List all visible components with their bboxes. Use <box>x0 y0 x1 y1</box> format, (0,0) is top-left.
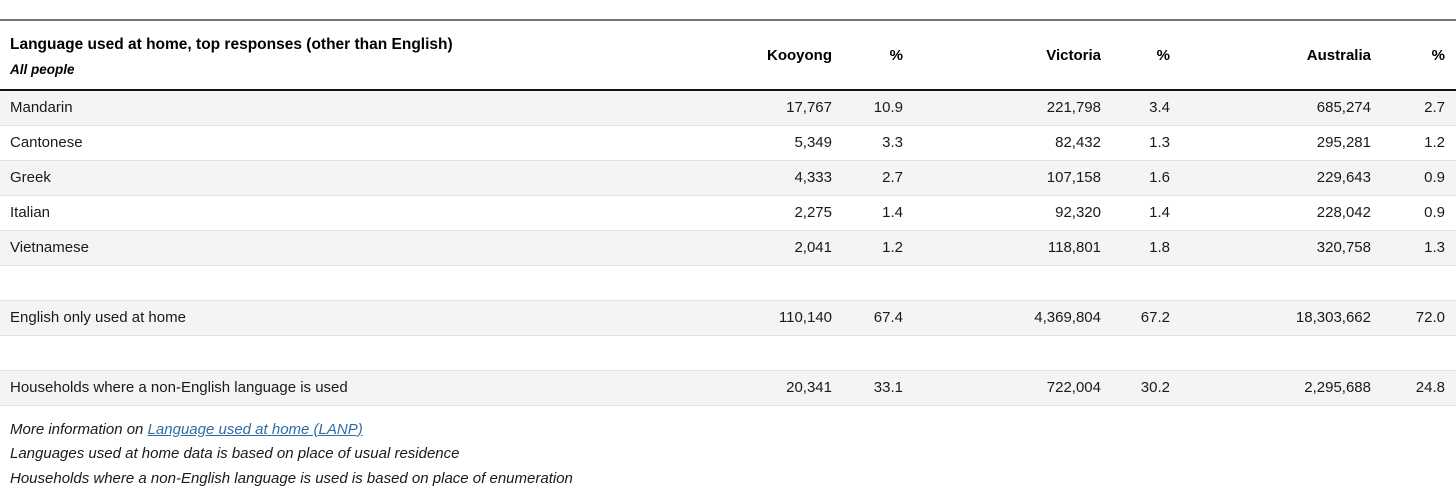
cell-australia-pct: 0.9 <box>1424 169 1445 186</box>
cell-victoria-count: 221,798 <box>1046 99 1101 117</box>
table-header-row: Language used at home, top responses (ot… <box>0 20 1456 90</box>
cell-australia-count: 2,295,688 <box>1304 379 1371 396</box>
table-row-vietnamese: Vietnamese 2,041 1.2 118,801 1.8 320,758… <box>0 230 1456 265</box>
cell-victoria-count: 4,369,804 <box>1034 309 1101 326</box>
cell-victoria-count: 722,004 <box>1046 379 1101 396</box>
table-title: Language used at home, top responses (ot… <box>10 36 453 54</box>
table-row-cantonese: Cantonese 5,349 3.3 82,432 1.3 295,281 1… <box>0 125 1456 160</box>
cell-kooyong-count: 20,341 <box>786 379 832 396</box>
column-header-pct-victoria: % <box>1156 46 1170 64</box>
table-row-greek: Greek 4,333 2.7 107,158 1.6 229,643 0.9 <box>0 160 1456 195</box>
cell-australia-pct: 2.7 <box>1424 99 1445 117</box>
cell-kooyong-pct: 33.1 <box>873 379 903 396</box>
row-label: Cantonese <box>10 134 83 151</box>
cell-australia-count: 18,303,662 <box>1295 309 1371 326</box>
cell-victoria-pct: 3.4 <box>1149 99 1170 117</box>
cell-kooyong-pct: 67.4 <box>873 309 903 326</box>
cell-kooyong-count: 17,767 <box>786 99 832 117</box>
lanp-link[interactable]: Language used at home (LANP) <box>147 420 363 438</box>
cell-kooyong-pct: 2.7 <box>882 169 903 186</box>
table-title-cell: Language used at home, top responses (ot… <box>0 20 687 90</box>
row-label: Vietnamese <box>10 239 89 256</box>
cell-australia-pct: 1.3 <box>1424 239 1445 256</box>
row-label: Mandarin <box>10 99 73 117</box>
cell-kooyong-pct: 3.3 <box>882 134 903 151</box>
cell-kooyong-count: 2,041 <box>794 239 832 256</box>
column-header-pct-australia: % <box>1431 46 1445 64</box>
cell-kooyong-count: 110,140 <box>778 309 832 326</box>
cell-kooyong-count: 2,275 <box>794 204 832 221</box>
language-table: Language used at home, top responses (ot… <box>0 19 1456 406</box>
cell-kooyong-count: 4,333 <box>794 169 832 186</box>
cell-victoria-pct: 67.2 <box>1140 309 1170 326</box>
cell-australia-count: 685,274 <box>1316 99 1371 117</box>
cell-victoria-count: 107,158 <box>1046 169 1101 186</box>
cell-australia-pct: 1.2 <box>1424 134 1445 151</box>
note-enumeration: Households where a non-English language … <box>10 469 573 487</box>
table-row-italian: Italian 2,275 1.4 92,320 1.4 228,042 0.9 <box>0 195 1456 230</box>
table-row-non-english-households: Households where a non-English language … <box>0 370 1456 405</box>
row-label: Households where a non-English language … <box>10 379 348 396</box>
cell-australia-count: 229,643 <box>1316 169 1371 186</box>
column-header-australia: Australia <box>1306 46 1371 64</box>
table-row-mandarin: Mandarin 17,767 10.9 221,798 3.4 685,274… <box>0 90 1456 125</box>
cell-australia-count: 295,281 <box>1316 134 1371 151</box>
cell-australia-count: 320,758 <box>1316 239 1371 256</box>
more-info-line: More information on Language used at hom… <box>10 418 1456 443</box>
cell-australia-pct: 72.0 <box>1415 309 1445 326</box>
cell-australia-count: 228,042 <box>1316 204 1371 221</box>
spacer-row <box>0 335 1456 370</box>
cell-victoria-count: 92,320 <box>1055 204 1101 221</box>
column-header-victoria: Victoria <box>1046 46 1101 64</box>
cell-australia-pct: 0.9 <box>1424 204 1445 221</box>
more-info-prefix: More information on <box>10 420 148 438</box>
cell-victoria-count: 118,801 <box>1047 239 1101 256</box>
spacer-row <box>0 265 1456 300</box>
cell-victoria-pct: 1.8 <box>1149 239 1170 256</box>
cell-victoria-count: 82,432 <box>1055 134 1101 151</box>
cell-victoria-pct: 30.2 <box>1140 379 1170 396</box>
row-label: English only used at home <box>10 309 186 326</box>
cell-kooyong-pct: 10.9 <box>873 99 903 117</box>
cell-victoria-pct: 1.6 <box>1149 169 1170 186</box>
cell-kooyong-count: 5,349 <box>794 134 832 151</box>
column-header-pct-kooyong: % <box>889 46 903 64</box>
column-header-kooyong: Kooyong <box>767 46 832 64</box>
cell-victoria-pct: 1.3 <box>1149 134 1170 151</box>
cell-kooyong-pct: 1.2 <box>882 239 903 256</box>
cell-kooyong-pct: 1.4 <box>882 204 903 221</box>
cell-victoria-pct: 1.4 <box>1149 204 1170 221</box>
table-subtitle: All people <box>10 61 75 77</box>
table-footnotes: More information on Language used at hom… <box>0 406 1456 492</box>
note-usual-residence: Languages used at home data is based on … <box>10 445 460 462</box>
cell-australia-pct: 24.8 <box>1415 379 1445 396</box>
row-label: Italian <box>10 204 51 221</box>
table-row-english-only: English only used at home 110,140 67.4 4… <box>0 300 1456 335</box>
row-label: Greek <box>10 169 51 186</box>
